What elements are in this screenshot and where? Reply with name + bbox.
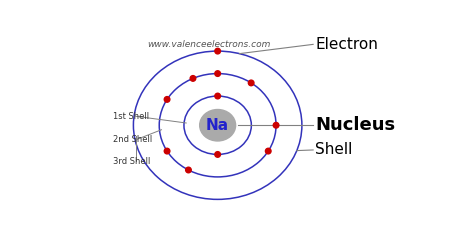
Text: Electron: Electron	[315, 37, 378, 52]
Text: Na: Na	[206, 118, 229, 133]
Text: 1st Shell: 1st Shell	[113, 112, 149, 121]
Text: Nucleus: Nucleus	[315, 116, 395, 134]
Circle shape	[215, 48, 220, 54]
Text: www.valenceelectrons.com: www.valenceelectrons.com	[147, 40, 270, 49]
Circle shape	[265, 148, 271, 154]
Text: 3rd Shell: 3rd Shell	[113, 157, 151, 166]
Circle shape	[215, 152, 220, 157]
Circle shape	[164, 97, 170, 102]
Text: Shell: Shell	[315, 142, 353, 157]
Text: 2nd Shell: 2nd Shell	[113, 135, 153, 144]
Circle shape	[164, 148, 170, 154]
Circle shape	[215, 93, 220, 99]
Circle shape	[248, 80, 254, 86]
Circle shape	[215, 71, 220, 76]
Circle shape	[273, 123, 279, 128]
Circle shape	[186, 167, 191, 173]
Circle shape	[190, 76, 196, 81]
Ellipse shape	[200, 110, 236, 141]
